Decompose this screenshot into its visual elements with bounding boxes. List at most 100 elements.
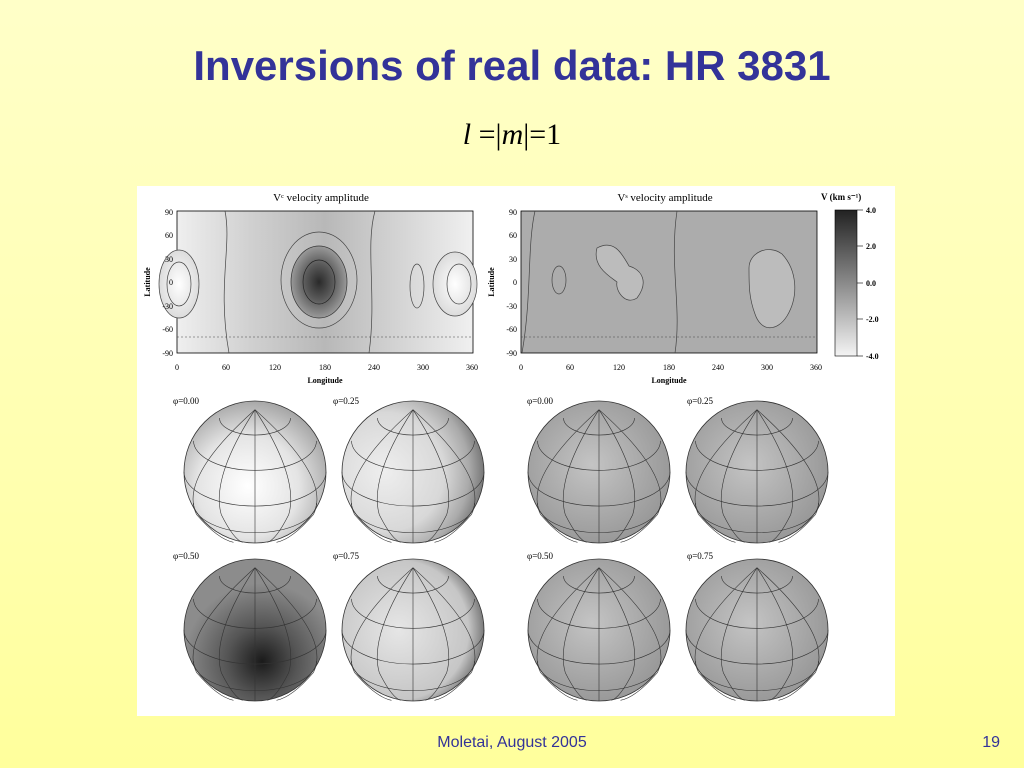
right-xtick: 120 (613, 363, 625, 372)
meridian-line (192, 409, 256, 543)
figure-panel: Vᶜ velocity amplitude 90 60 30 0 -30 -60… (137, 186, 895, 716)
right-map-contour (748, 249, 796, 329)
meridian-line (756, 567, 794, 701)
left-map-contour (166, 261, 192, 307)
right-xtick: 60 (566, 363, 574, 372)
formula-m: m (501, 118, 524, 151)
formula-eq2: |=1 (523, 118, 562, 151)
left-xtick: 0 (175, 363, 179, 372)
right-ytick: -60 (506, 325, 517, 334)
left-ytick: -30 (162, 302, 173, 311)
meridian-line (254, 567, 318, 701)
left-ytick: 0 (169, 278, 173, 287)
right-ytick: 0 (513, 278, 517, 287)
right-ytick: -90 (506, 349, 517, 358)
colorbar-tickmarks (857, 209, 863, 357)
left-map-yticks: 90 60 30 0 -30 -60 -90 (162, 208, 173, 358)
left-xtick: 60 (222, 363, 230, 372)
right-phase-label: φ=0.50 (527, 551, 554, 561)
meridian-line (376, 409, 414, 543)
meridian-line (598, 567, 662, 701)
left-xtick: 180 (319, 363, 331, 372)
sphere-graticules (183, 409, 829, 701)
colorbar: V (km s⁻¹) 4.0 2.0 0.0 -2.0 -4.0 (821, 192, 879, 361)
left-map-contour (446, 263, 472, 305)
colorbar-gradient (834, 209, 858, 357)
meridian-line (536, 567, 600, 701)
right-spheres: φ=0.00 φ=0.25 φ=0.50 φ=0.75 (527, 396, 829, 702)
meridian-line (350, 409, 414, 543)
right-ytick: 90 (509, 208, 517, 217)
right-ytick: -30 (506, 302, 517, 311)
left-phase-label: φ=0.50 (173, 551, 200, 561)
left-xtick: 300 (417, 363, 429, 372)
left-xtick: 120 (269, 363, 281, 372)
footer-text: Moletai, August 2005 (437, 734, 587, 751)
left-phase-label: φ=0.25 (333, 396, 360, 406)
meridian-line (694, 409, 758, 543)
right-map-ylabel: Latitude (487, 267, 496, 297)
colorbar-tick: 2.0 (866, 242, 876, 251)
meridian-line (562, 567, 600, 701)
right-map-xticks: 0 60 120 180 240 300 360 (519, 363, 822, 372)
meridian-line (694, 567, 758, 701)
right-map-zero-contour (673, 210, 678, 354)
figure-svg: Vᶜ velocity amplitude 90 60 30 0 -30 -60… (143, 192, 879, 702)
right-ytick: 30 (509, 255, 517, 264)
left-map: Vᶜ velocity amplitude 90 60 30 0 -30 -60… (143, 192, 478, 385)
formula-eq1: =| (478, 118, 502, 151)
meridian-line (598, 409, 636, 543)
meridian-line (350, 567, 414, 701)
meridian-line (412, 567, 476, 701)
meridian-line (720, 567, 758, 701)
meridian-line (598, 409, 662, 543)
meridian-line (536, 409, 600, 543)
left-map-light-region-east (432, 251, 478, 317)
page-number: 19 (982, 734, 1000, 751)
meridian-line (412, 567, 450, 701)
colorbar-ticks: 4.0 2.0 0.0 -2.0 -4.0 (866, 206, 879, 361)
right-ytick: 60 (509, 231, 517, 240)
colorbar-tick: -4.0 (866, 352, 879, 361)
right-phase-label: φ=0.25 (687, 396, 714, 406)
meridian-line (254, 409, 292, 543)
meridian-line (756, 409, 794, 543)
meridian-line (720, 409, 758, 543)
meridian-line (376, 567, 414, 701)
right-map-xlabel: Longitude (651, 376, 687, 385)
right-map-contour (551, 265, 567, 295)
left-map-dark-region (290, 245, 348, 319)
left-map-contour (280, 231, 358, 329)
left-map-xlabel: Longitude (307, 376, 343, 385)
left-map-ylabel: Latitude (143, 267, 152, 297)
meridian-line (412, 409, 476, 543)
right-map-yticks: 90 60 30 0 -30 -60 -90 (506, 208, 517, 358)
meridian-line (756, 567, 820, 701)
meridian-line (254, 567, 292, 701)
left-ytick: 60 (165, 231, 173, 240)
meridian-line (412, 409, 450, 543)
left-map-light-region-west (158, 249, 200, 319)
left-ytick: 90 (165, 208, 173, 217)
right-map: Vˢ velocity amplitude 90 60 30 0 -30 -60… (487, 192, 822, 385)
colorbar-tick: 0.0 (866, 279, 876, 288)
meridian-line (192, 567, 256, 701)
formula: l =|m|=1 (0, 118, 1024, 152)
left-map-contour (302, 259, 336, 305)
left-phase-label: φ=0.75 (333, 551, 360, 561)
right-xtick: 360 (810, 363, 822, 372)
left-ytick: 30 (165, 255, 173, 264)
meridian-line (254, 409, 318, 543)
left-ytick: -60 (162, 325, 173, 334)
colorbar-title: V (km s⁻¹) (821, 192, 861, 202)
meridian-line (218, 409, 256, 543)
formula-l: l (462, 118, 472, 151)
right-map-zero-contour (521, 210, 536, 354)
right-xtick: 0 (519, 363, 523, 372)
right-xtick: 240 (712, 363, 724, 372)
left-map-title: Vᶜ velocity amplitude (273, 192, 369, 204)
meridian-line (218, 567, 256, 701)
right-map-title: Vˢ velocity amplitude (617, 192, 712, 204)
left-map-xticks: 0 60 120 180 240 300 360 (175, 363, 478, 372)
meridian-line (756, 409, 820, 543)
